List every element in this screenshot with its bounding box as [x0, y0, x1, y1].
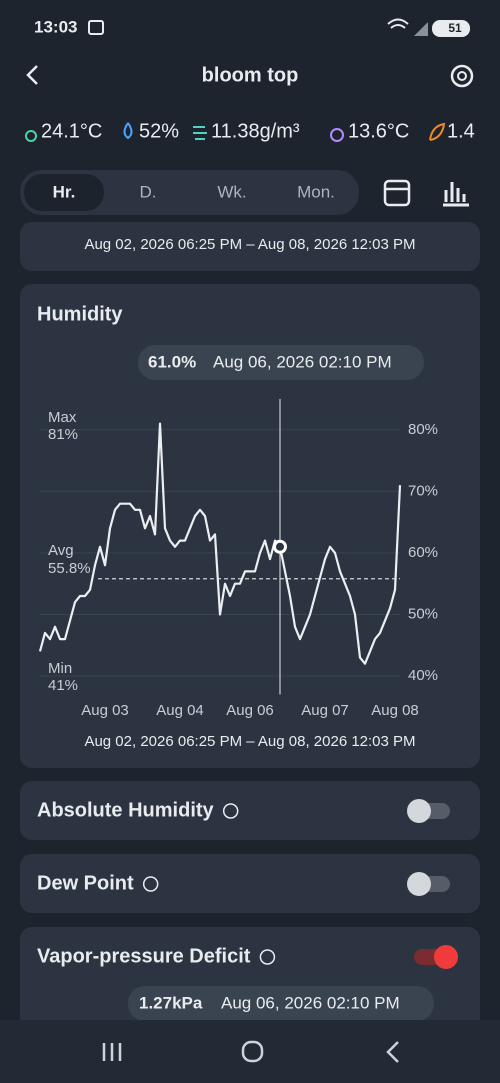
status-time: 13:03 [34, 17, 77, 36]
plot: 80% 70% 60% 50% 40% Aug 03 Aug 04 Aug 06 Aug 07 A… [38, 399, 438, 719]
reading: 13.6°C [348, 120, 409, 142]
stat-value: 55.8% [48, 560, 91, 577]
nav-bar [0, 1020, 500, 1083]
temp-icon [25, 130, 37, 142]
y-tick-label: 70% [408, 482, 438, 499]
humidity-line [38, 422, 402, 665]
x-tick-label: Aug 06 [226, 702, 274, 719]
status-icon [88, 20, 104, 35]
toggle-card [20, 781, 480, 840]
date-range: Aug 02, 2026 06:25 PM – Aug 08, 2026 12:… [84, 733, 415, 750]
x-tick-label: Aug 08 [371, 702, 419, 719]
tooltip-time: Aug 06, 2026 02:10 PM [221, 993, 400, 1012]
header-title: bloom top [202, 64, 299, 86]
help-icon[interactable] [259, 949, 276, 965]
tab-selected-bg [24, 174, 104, 211]
toggle-switch[interactable] [407, 799, 450, 823]
toggle-label: Vapor-pressure Deficit [37, 945, 251, 967]
card-title: Humidity [37, 303, 123, 325]
bars-icon [443, 182, 469, 207]
gear [450, 64, 474, 88]
toggle-card [20, 854, 480, 913]
y-tick-label: 80% [408, 421, 438, 438]
battery-level: 51 [448, 21, 462, 35]
cursor-point [273, 539, 287, 554]
y-tick-label: 50% [408, 605, 438, 622]
help-icon[interactable] [142, 876, 159, 892]
stat-label: Min [48, 660, 72, 677]
summary-card [20, 222, 480, 271]
toggle-switch[interactable] [407, 872, 450, 896]
y-tick-label: 60% [408, 544, 438, 561]
tab-bar [20, 170, 359, 215]
x-tick-label: Aug 04 [156, 702, 204, 719]
stat-label: Avg [48, 542, 74, 559]
toggle-knob [407, 799, 431, 823]
tab[interactable]: D. [140, 182, 157, 201]
settings-button[interactable] [450, 64, 474, 88]
dew-icon [330, 128, 344, 142]
tooltip-value: 61.0% [148, 352, 196, 371]
nav-home[interactable] [241, 1040, 264, 1063]
battery [432, 20, 470, 37]
x-tick-label: Aug 03 [81, 702, 129, 719]
ah-icon [193, 126, 207, 140]
tooltip-value: 1.27kPa [139, 993, 203, 1012]
reading: 24.1°C [41, 120, 102, 142]
back-button[interactable] [26, 65, 38, 85]
stat-value: 41% [48, 677, 78, 694]
toggles [142, 799, 458, 969]
humidity-icon [123, 122, 133, 140]
readings: 24.1°C 52% 11.38g/m³ 13.6°C 1.4 [25, 120, 475, 142]
date-range: Aug 02, 2026 06:25 PM – Aug 08, 2026 12:… [84, 236, 415, 253]
tooltip [138, 345, 424, 380]
calendar-button[interactable] [383, 179, 411, 207]
toggle-label: Absolute Humidity [37, 799, 215, 821]
tab[interactable]: Wk. [217, 182, 246, 201]
stat-value: 81% [48, 426, 78, 443]
stat-label: Max [48, 409, 77, 426]
toggle-label: Dew Point [37, 872, 134, 894]
toggle-knob [434, 945, 458, 969]
help-icon[interactable] [222, 803, 239, 819]
calendar-icon [383, 179, 411, 207]
toggle-knob [407, 872, 431, 896]
wifi-icon [387, 18, 409, 29]
nav-recents[interactable] [102, 1043, 122, 1061]
reading: 52% [139, 120, 179, 142]
tab[interactable]: Mon. [297, 182, 335, 201]
signal-icon [414, 22, 428, 36]
gear-hub [457, 71, 467, 81]
chart-type-button[interactable] [443, 182, 469, 207]
toggle-switch[interactable] [414, 945, 458, 969]
reading: 11.38g/m³ [211, 120, 300, 142]
tooltip-time: Aug 06, 2026 02:10 PM [213, 352, 392, 371]
x-tick-label: Aug 07 [301, 702, 349, 719]
reading: 1.4 [447, 120, 475, 142]
vpd-icon [429, 122, 446, 141]
tab[interactable]: Hr. [53, 182, 76, 201]
humidity-card [20, 284, 480, 768]
y-tick-label: 40% [408, 667, 438, 684]
tooltip [128, 986, 434, 1021]
nav-back[interactable] [386, 1041, 399, 1063]
